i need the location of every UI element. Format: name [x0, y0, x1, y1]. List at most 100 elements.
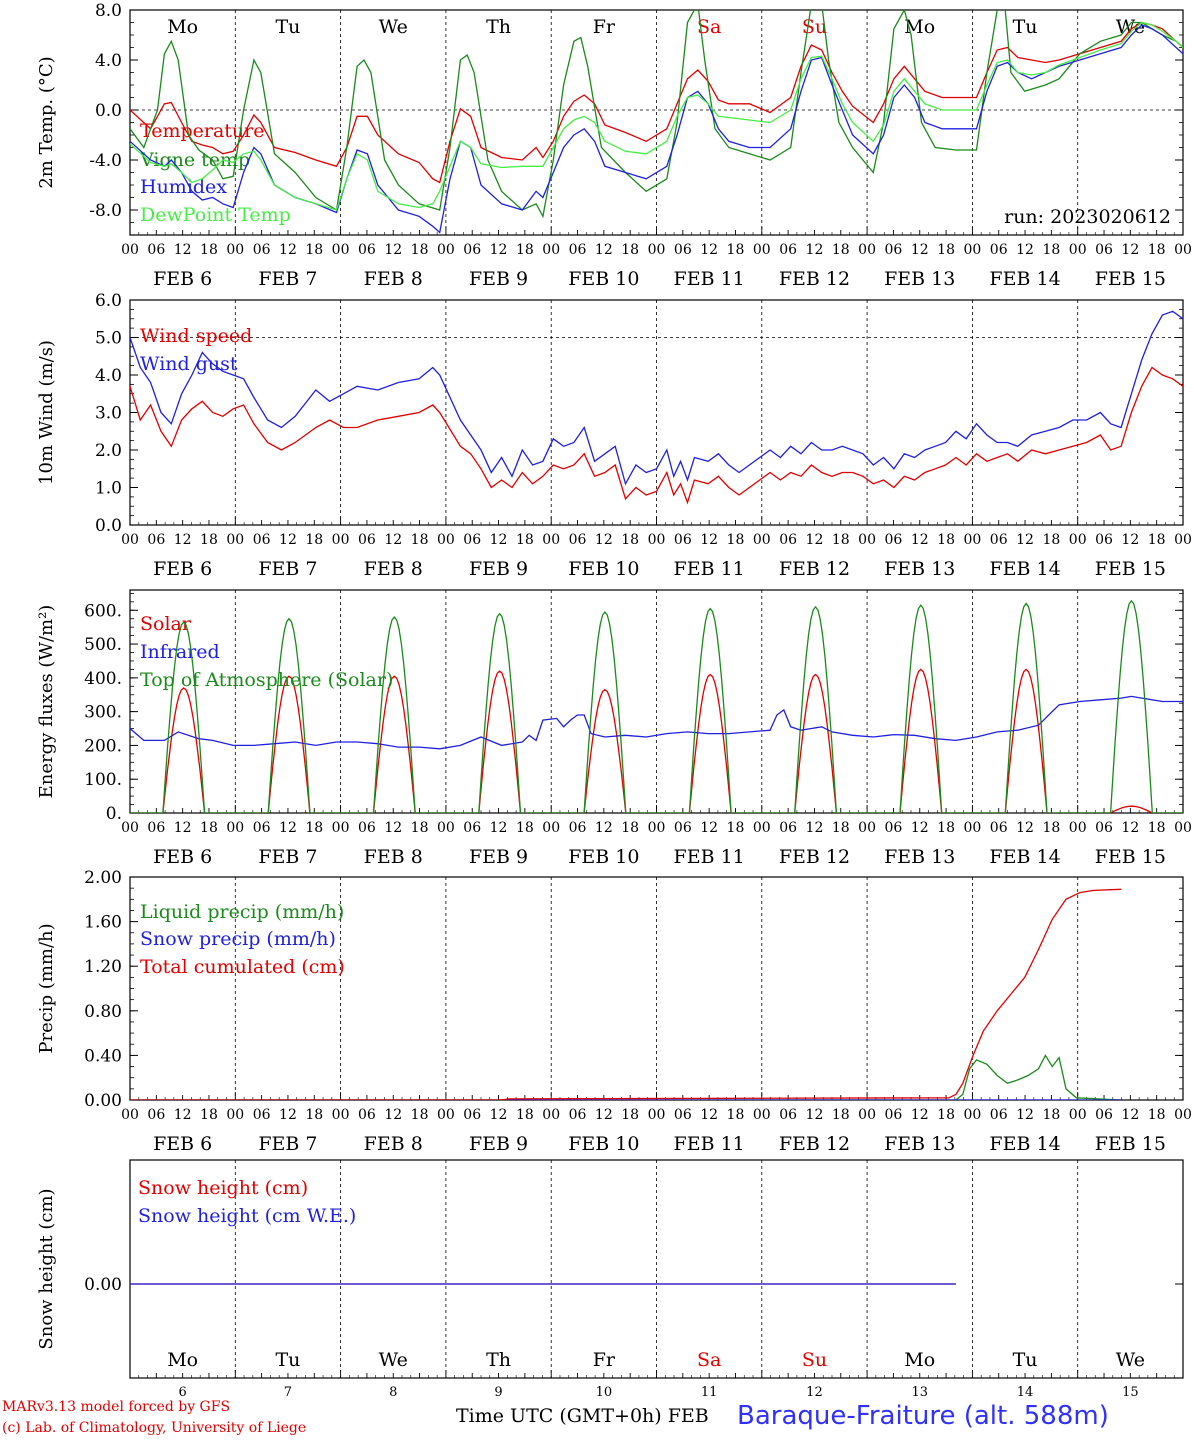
- date-label: FEB 14: [989, 268, 1060, 290]
- date-label: FEB 9: [469, 268, 528, 290]
- day-number: 11: [701, 1385, 718, 1400]
- y-tick-label: 4.0: [95, 366, 122, 386]
- x-tick-label: 00: [753, 1107, 771, 1123]
- x-tick-label: 18: [937, 242, 955, 258]
- x-tick-label: 12: [1121, 820, 1139, 836]
- x-tick-label: 06: [779, 820, 797, 836]
- x-tick-label: 12: [490, 820, 508, 836]
- x-tick-label: 12: [1121, 1107, 1139, 1123]
- x-tick-label: 00: [858, 532, 876, 548]
- date-label: FEB 11: [674, 1133, 745, 1155]
- x-tick-label: 06: [253, 1107, 271, 1123]
- date-label: FEB 14: [989, 846, 1060, 868]
- x-tick-label: 18: [200, 242, 218, 258]
- date-label: FEB 10: [568, 846, 639, 868]
- x-tick-label: 00: [648, 820, 666, 836]
- day-number: 6: [179, 1385, 187, 1400]
- weekday-label: Su: [802, 1349, 827, 1371]
- day-number: 15: [1122, 1385, 1139, 1400]
- y-tick-label: 0.80: [84, 1002, 122, 1022]
- x-tick-label: 12: [384, 820, 402, 836]
- lab-credit: (c) Lab. of Climatology, University of L…: [2, 1420, 307, 1436]
- panel-4: 2.00 1.60 1.20 0.80 0.40 0.00 Precip (mm/h) 00 0…: [36, 868, 1192, 1155]
- x-tick-label: 06: [885, 1107, 903, 1123]
- date-label: FEB 6: [153, 558, 212, 580]
- date-label: FEB 13: [884, 846, 955, 868]
- weekday-label: Sa: [697, 16, 721, 38]
- x-tick-label: 18: [832, 242, 850, 258]
- day-number: 9: [494, 1385, 502, 1400]
- series-line: [130, 888, 1122, 1100]
- y-tick-label: -4.0: [89, 151, 122, 171]
- x-tick-label: 06: [358, 532, 376, 548]
- weekday-label: Fr: [593, 1349, 616, 1371]
- x-tick-label: 12: [384, 1107, 402, 1123]
- x-tick-label: 18: [727, 820, 745, 836]
- x-tick-label: 12: [806, 242, 824, 258]
- x-tick-label: 00: [648, 242, 666, 258]
- series-line: [130, 24, 1183, 234]
- x-tick-label: 18: [200, 1107, 218, 1123]
- date-label: FEB 12: [779, 846, 850, 868]
- x-tick-label: 18: [621, 820, 639, 836]
- weekday-label: Tu: [1013, 16, 1038, 38]
- date-label: FEB 14: [989, 558, 1060, 580]
- x-tick-label: 00: [858, 820, 876, 836]
- series-line: [130, 10, 1183, 219]
- x-tick-label: 18: [1148, 820, 1166, 836]
- date-label: FEB 6: [153, 846, 212, 868]
- x-tick-label: 06: [674, 820, 692, 836]
- date-label: FEB 13: [884, 558, 955, 580]
- x-tick-label: 06: [147, 532, 165, 548]
- x-tick-label: 06: [253, 242, 271, 258]
- x-tick-label: 06: [674, 242, 692, 258]
- x-tick-label: 06: [990, 820, 1008, 836]
- x-tick-label: 18: [305, 1107, 323, 1123]
- x-tick-label: 18: [305, 532, 323, 548]
- date-label: FEB 9: [469, 558, 528, 580]
- x-tick-label: 12: [700, 242, 718, 258]
- date-label: FEB 7: [258, 268, 317, 290]
- x-tick-label: 06: [358, 242, 376, 258]
- x-tick-label: 06: [463, 1107, 481, 1123]
- y-tick-label: 3.0: [95, 404, 122, 424]
- date-label: FEB 12: [779, 1133, 850, 1155]
- x-tick-label: 18: [516, 532, 534, 548]
- date-label: FEB 15: [1095, 846, 1166, 868]
- date-label: FEB 9: [469, 1133, 528, 1155]
- x-tick-label: 12: [700, 820, 718, 836]
- date-label: FEB 11: [674, 846, 745, 868]
- x-tick-label: 12: [595, 1107, 613, 1123]
- legend-entry: Wind speed: [140, 325, 252, 347]
- x-tick-label: 00: [121, 820, 139, 836]
- date-label: FEB 11: [674, 558, 745, 580]
- x-tick-label: 06: [674, 1107, 692, 1123]
- x-tick-label: 00: [121, 532, 139, 548]
- day-number: 14: [1017, 1385, 1034, 1400]
- legend-entry: DewPoint Temp: [140, 204, 291, 226]
- x-tick-label: 18: [516, 242, 534, 258]
- x-tick-label: 00: [1174, 242, 1192, 258]
- y-tick-label: 5.0: [95, 329, 122, 349]
- y-tick-label: 2.00: [84, 868, 122, 888]
- weekday-label: Th: [486, 16, 511, 38]
- x-tick-label: 00: [332, 242, 350, 258]
- x-tick-label: 00: [121, 1107, 139, 1123]
- legend-entry: Top of Atmosphere (Solar): [140, 669, 393, 691]
- legend-entry: Snow height (cm W.E.): [138, 1205, 356, 1227]
- date-label: FEB 8: [364, 268, 423, 290]
- date-label: FEB 8: [364, 558, 423, 580]
- legend-entry: Total cumulated (cm): [140, 956, 345, 978]
- date-label: FEB 9: [469, 846, 528, 868]
- x-tick-label: 06: [253, 532, 271, 548]
- day-number: 7: [284, 1385, 292, 1400]
- series-line: [130, 366, 1183, 505]
- y-tick-label: 300.: [84, 703, 122, 723]
- x-tick-label: 06: [885, 820, 903, 836]
- date-label: FEB 6: [153, 268, 212, 290]
- date-label: FEB 12: [779, 268, 850, 290]
- y-tick-label: 4.0: [95, 51, 122, 71]
- date-label: FEB 14: [989, 1133, 1060, 1155]
- date-label: FEB 15: [1095, 268, 1166, 290]
